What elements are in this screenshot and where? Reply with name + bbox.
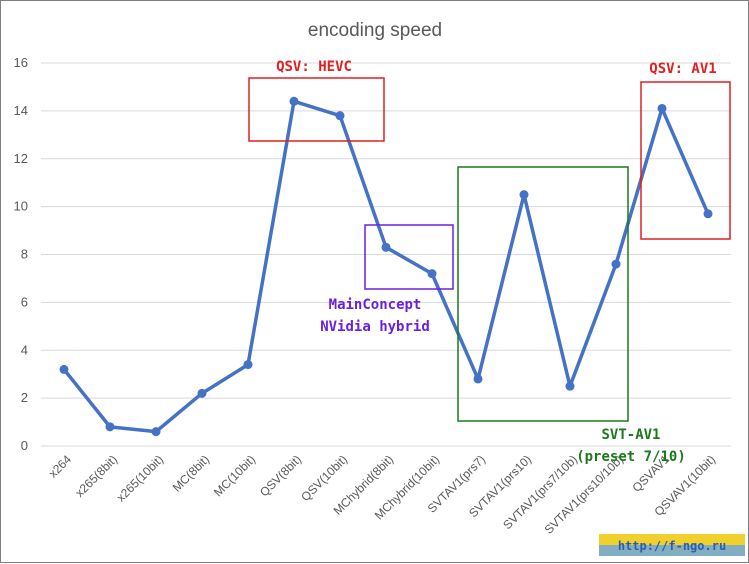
- series-polyline: [62, 99, 710, 434]
- y-tick-label: 8: [21, 247, 28, 262]
- x-tick-label: x265(10bit): [114, 452, 166, 504]
- data-point: [657, 103, 667, 113]
- watermark-stripe: [599, 545, 745, 556]
- y-tick-label: 4: [21, 342, 28, 357]
- x-tick-label: QSV(8bit): [257, 452, 304, 499]
- data-point: [243, 360, 253, 370]
- x-tick-label: x265(8bit): [72, 452, 120, 500]
- data-point: [473, 374, 483, 384]
- watermark: http://f-ngo.ru: [599, 534, 745, 556]
- data-point: [565, 381, 575, 391]
- annotation-mainconcept-line1: MainConcept: [329, 297, 422, 313]
- series-line: [59, 96, 713, 437]
- y-axis-ticks: 0 2 4 6 8 10 12 14 16: [14, 55, 28, 453]
- data-point: [427, 269, 437, 279]
- qsv-hevc-box: [248, 77, 385, 142]
- annotation-qsv-hevc: QSV: HEVC: [276, 59, 352, 75]
- y-tick-label: 10: [14, 199, 28, 214]
- y-tick-label: 6: [21, 294, 28, 309]
- data-point: [59, 364, 69, 374]
- mainconcept-box: [364, 224, 454, 290]
- qsv-av1-box: [640, 81, 731, 240]
- x-tick-label: MC(8bit): [170, 452, 212, 494]
- y-tick-label: 14: [14, 103, 28, 118]
- data-point: [611, 259, 621, 269]
- annotation-svt-line2: (preset 7/10): [576, 449, 686, 465]
- data-point: [335, 111, 345, 121]
- y-tick-label: 16: [14, 55, 28, 70]
- data-point: [519, 190, 529, 200]
- x-tick-label: x264: [46, 452, 75, 481]
- y-tick-label: 12: [14, 151, 28, 166]
- data-point: [703, 209, 713, 219]
- data-point: [151, 427, 161, 437]
- y-tick-label: 2: [21, 390, 28, 405]
- data-point: [381, 242, 391, 252]
- chart-title: encoding speed: [308, 20, 442, 41]
- annotation-mainconcept-line2: NVidia hybrid: [320, 319, 430, 335]
- annotation-svt-line1: SVT-AV1: [601, 427, 660, 443]
- annotation-boxes: [248, 77, 731, 422]
- annotation-qsv-av1: QSV: AV1: [649, 61, 716, 77]
- data-point: [197, 388, 207, 398]
- watermark-text: http://f-ngo.ru: [618, 539, 726, 553]
- gridlines: [41, 62, 731, 447]
- data-point: [289, 96, 299, 106]
- svt-av1-box: [457, 166, 629, 422]
- x-tick-label: MC(10bit): [211, 452, 258, 499]
- data-point: [105, 422, 115, 432]
- y-tick-label: 0: [21, 438, 28, 453]
- annotation-labels: QSV: HEVC QSV: AV1 MainConcept NVidia hy…: [276, 59, 717, 465]
